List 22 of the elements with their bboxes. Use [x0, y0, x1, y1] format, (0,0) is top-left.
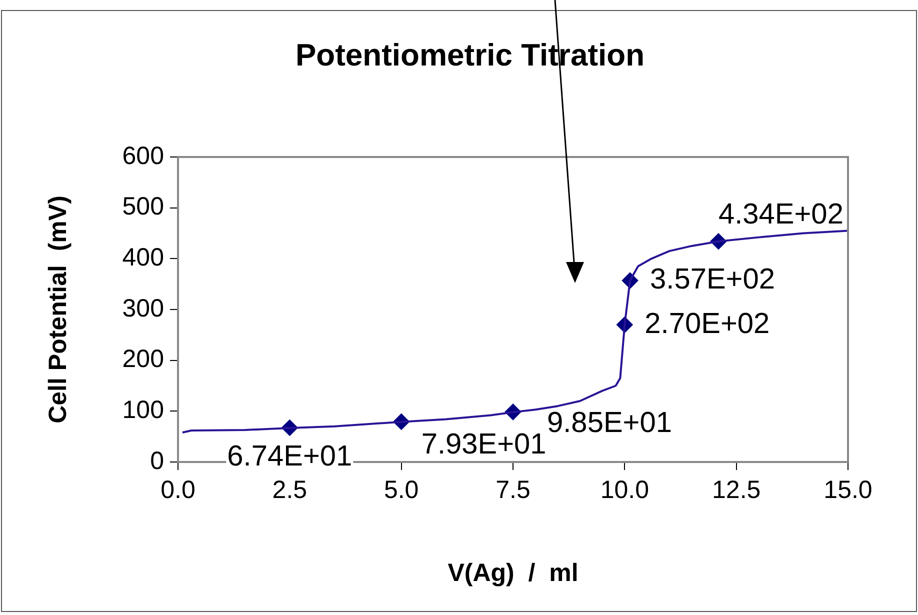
x-tick-label: 2.5: [272, 476, 308, 504]
y-tick-label: 600: [122, 142, 164, 170]
x-axis-title: V(Ag) / ml: [448, 558, 578, 587]
data-label: 4.34E+02: [718, 198, 844, 230]
data-label: 7.93E+01: [421, 428, 546, 461]
data-label: 3.57E+02: [650, 264, 776, 296]
y-tick-label: 400: [122, 244, 164, 272]
x-tick-label: 0.0: [160, 476, 196, 504]
data-label: 6.74E+01: [227, 440, 352, 473]
x-tick-label: 10.0: [600, 476, 650, 504]
x-tick-label: 12.5: [712, 476, 761, 504]
data-label: 9.85E+01: [547, 406, 672, 439]
y-tick-label: 200: [122, 345, 164, 374]
x-tick-label: 5.0: [384, 476, 419, 504]
y-tick-label: 100: [122, 396, 164, 424]
y-axis-title: Cell Potential (mV): [44, 196, 72, 424]
x-tick-label: 7.5: [496, 476, 530, 504]
y-tick-label: 0: [150, 446, 164, 475]
y-tick-label: 300: [122, 294, 164, 322]
y-tick-label: 500: [122, 192, 164, 221]
data-label: 2.70E+02: [644, 308, 770, 340]
x-tick-label: 15.0: [824, 476, 872, 504]
